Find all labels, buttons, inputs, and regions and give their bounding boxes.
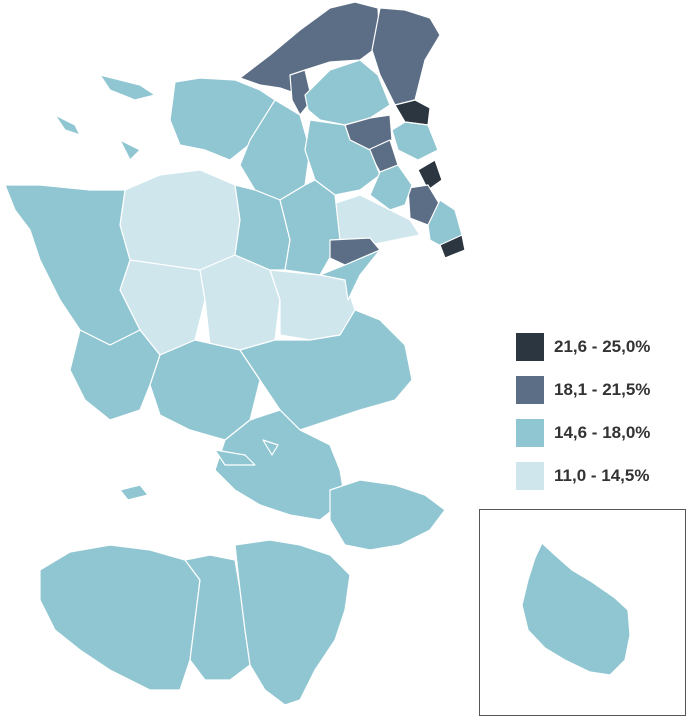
legend-item-class-2: 18,1 - 21,5%	[516, 376, 650, 404]
islet-4	[119, 484, 149, 501]
islet-6	[262, 439, 279, 456]
legend-label-class-1: 21,6 - 25,0%	[554, 337, 651, 356]
legend-swatch-class-1	[516, 333, 544, 361]
region-island-west	[39, 544, 201, 691]
legend-swatch-class-3	[516, 419, 544, 447]
inset-map-frame	[479, 509, 686, 716]
legend-label-class-4: 11,0 - 14,5%	[554, 466, 650, 485]
legend-item-class-4: 11,0 - 14,5%	[516, 462, 650, 490]
islet-1	[99, 74, 156, 101]
region-middle-east	[369, 164, 413, 211]
legend-item-class-3: 14,6 - 18,0%	[516, 419, 650, 447]
region-north-central	[304, 59, 391, 126]
region-north-coast-east	[371, 7, 441, 106]
region-island-east	[234, 539, 351, 706]
legend-swatch-class-2	[516, 376, 544, 404]
region-north-coast-west	[239, 1, 381, 96]
region-central-light-west	[119, 169, 241, 276]
islet-2	[54, 114, 81, 136]
region-north-middle	[304, 119, 381, 196]
region-coast-dark-3	[439, 234, 466, 259]
legend-label-class-2: 18,1 - 21,5%	[554, 380, 651, 399]
legend-label-class-3: 14,6 - 18,0%	[554, 423, 651, 442]
islet-3	[119, 139, 141, 161]
region-central-north-2	[279, 179, 341, 276]
region-coast-light-1	[391, 121, 439, 161]
legend-swatch-class-4	[516, 462, 544, 490]
region-east-coast-1	[319, 249, 381, 301]
region-central-light-south-3	[269, 269, 356, 341]
region-south-arm	[329, 479, 446, 551]
region-coast-dark-2	[417, 159, 443, 191]
region-south-center-west	[149, 339, 261, 441]
region-island-middle	[184, 554, 251, 681]
inset-island	[521, 542, 631, 676]
map-legend: 21,6 - 25,0% 18,1 - 21,5% 14,6 - 18,0% 1…	[516, 333, 650, 505]
islet-5	[214, 449, 256, 466]
region-west-coast	[4, 184, 141, 346]
legend-item-class-1: 21,6 - 25,0%	[516, 333, 650, 361]
region-west-south	[69, 329, 161, 421]
region-coast-dark-1	[394, 99, 431, 126]
